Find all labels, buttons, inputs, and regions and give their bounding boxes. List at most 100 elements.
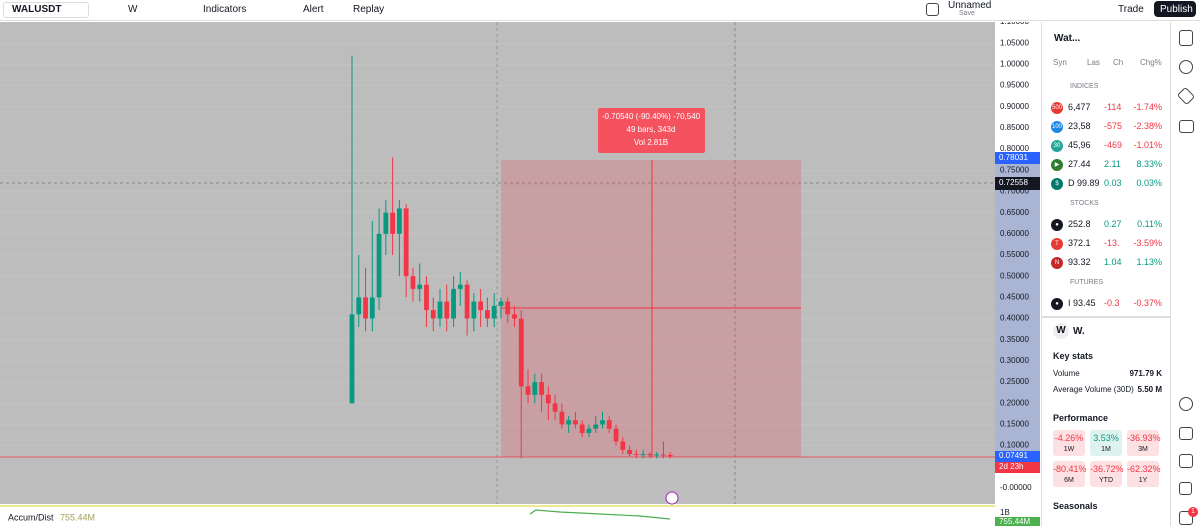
candle-body xyxy=(532,382,538,395)
indicator-axis-label: 1B xyxy=(1000,508,1010,517)
save[interactable]: Save xyxy=(959,10,975,17)
perf-box: -80.41% 6M xyxy=(1053,461,1087,487)
y-tick-label: 0.25000 xyxy=(1000,377,1029,386)
column[interactable]: Syn xyxy=(1053,58,1067,67)
perf-period: 1M xyxy=(1101,446,1111,453)
perf-box: -36.72% YTD xyxy=(1090,461,1124,487)
symbol-icon: ▶ xyxy=(1051,159,1063,171)
volume-label: Volume xyxy=(1053,369,1080,378)
column[interactable]: Ch xyxy=(1113,58,1124,67)
candle-body xyxy=(633,454,639,456)
replay[interactable]: Replay xyxy=(353,4,385,15)
candle-body xyxy=(430,310,436,319)
icon[interactable] xyxy=(1176,86,1196,106)
change: 2.11 xyxy=(1104,159,1121,169)
candle-body xyxy=(559,411,565,425)
badge xyxy=(995,152,1040,164)
symbol-icon: W xyxy=(1053,323,1069,339)
candle-body xyxy=(349,314,355,404)
change-pct: -3.59% xyxy=(1133,238,1162,248)
icon[interactable] xyxy=(1179,60,1193,74)
change: -469 xyxy=(1104,140,1123,150)
y-tick-label: 0.20000 xyxy=(1000,398,1029,407)
candle-body xyxy=(457,284,463,289)
layout-checkbox[interactable] xyxy=(926,3,939,16)
perf-value: -36.72% xyxy=(1090,464,1124,474)
candle-body xyxy=(552,403,558,412)
icon[interactable] xyxy=(1179,511,1193,525)
icon[interactable] xyxy=(1179,482,1192,495)
avg-volume-label: Average Volume (30D) xyxy=(1053,385,1134,394)
indicator-pane xyxy=(0,504,995,526)
candle-body xyxy=(647,454,653,456)
candle-body xyxy=(498,301,504,306)
performance: Performance xyxy=(1053,413,1109,423)
detail-symbol[interactable]: W. xyxy=(1073,326,1085,337)
candle-body xyxy=(518,318,524,387)
y-tick-label: 0.95000 xyxy=(1000,81,1029,90)
high-price: 0.78031 xyxy=(999,153,1028,162)
icon[interactable] xyxy=(1179,454,1193,468)
y-tick-label: 1.10000 xyxy=(1000,22,1029,26)
y-tick-label: 1.05000 xyxy=(1000,38,1029,47)
candle-body xyxy=(620,441,626,450)
symbol-button[interactable] xyxy=(3,2,89,18)
indicators[interactable]: Indicators xyxy=(203,4,247,15)
y-tick-label: 0.70000 xyxy=(1000,187,1029,196)
measure-text: -0.70540 (-90.40%) -70,540 xyxy=(602,112,701,121)
candle-body xyxy=(491,305,497,319)
alert[interactable]: Alert xyxy=(303,4,324,15)
layout-name[interactable]: Unnamed xyxy=(948,0,992,11)
candle-body xyxy=(356,297,362,315)
candle-body xyxy=(417,284,423,289)
icon[interactable] xyxy=(1179,427,1193,440)
event-icon[interactable] xyxy=(665,491,679,505)
candle-body xyxy=(403,208,409,277)
watchlist-panel: Wat... Syn Las Ch Chg% INDICES 500 6,477 -1… xyxy=(1041,22,1170,526)
perf-period: 3M xyxy=(1138,446,1148,453)
candle-body xyxy=(545,394,551,404)
measure-text: Vol 2.81B xyxy=(634,138,668,147)
symbol[interactable]: WALUSDT xyxy=(12,4,62,15)
perf-period: 1W xyxy=(1063,446,1075,453)
candle-body xyxy=(390,212,396,234)
last-price: 0.07491 xyxy=(999,451,1028,460)
candle-body xyxy=(606,420,612,429)
change: 1.04 xyxy=(1104,257,1122,267)
y-tick-label: 1.00000 xyxy=(1000,60,1029,69)
publish[interactable]: Publish xyxy=(1160,4,1193,15)
candle-body xyxy=(471,301,477,319)
change-pct: -2.38% xyxy=(1133,121,1162,131)
trade[interactable]: Trade xyxy=(1118,4,1144,15)
y-tick-label: 0.50000 xyxy=(1000,271,1029,280)
notification-badge[interactable]: 1 xyxy=(1188,507,1198,517)
perf-value: -80.41% xyxy=(1053,464,1087,474)
y-tick-label: 0.65000 xyxy=(1000,208,1029,217)
column[interactable]: Las xyxy=(1087,58,1100,67)
last: 252.8 xyxy=(1068,219,1091,229)
interval[interactable]: W xyxy=(128,4,138,15)
measure-text: 49 bars, 343d xyxy=(627,125,676,134)
candle-body xyxy=(464,284,470,319)
y-tick-label: 0.10000 xyxy=(1000,441,1029,450)
price-range-highlight xyxy=(995,160,1040,457)
badge xyxy=(995,517,1040,526)
icon[interactable] xyxy=(1179,120,1194,133)
icon[interactable] xyxy=(1179,397,1193,411)
column[interactable]: Chg% xyxy=(1140,58,1162,67)
group-header: FUTURES xyxy=(1070,279,1104,286)
y-tick-label: 0.85000 xyxy=(1000,123,1029,132)
last: 6,477 xyxy=(1068,102,1091,112)
y-tick-label: 0.75000 xyxy=(1000,165,1029,174)
icon[interactable] xyxy=(1179,30,1193,46)
last: D 99.89 xyxy=(1068,178,1100,188)
y-tick-label: 0.35000 xyxy=(1000,335,1029,344)
avg-volume: 5.50 M xyxy=(1137,385,1162,394)
publish-button[interactable] xyxy=(1154,1,1196,17)
candle-body xyxy=(579,424,585,433)
watchlist-title[interactable]: Wat... xyxy=(1054,33,1081,44)
perf-box: -62.32% 1Y xyxy=(1127,461,1161,487)
candle-body xyxy=(424,284,429,311)
symbol-icon: ● xyxy=(1051,298,1063,310)
candle-body xyxy=(667,454,673,457)
